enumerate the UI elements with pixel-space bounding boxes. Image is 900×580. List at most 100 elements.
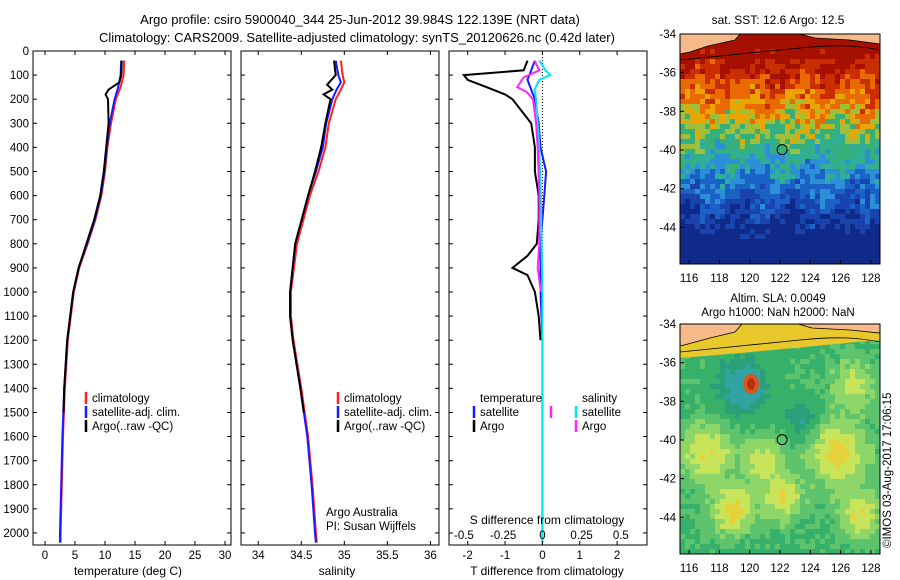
- sst-cell: [850, 129, 856, 135]
- sla-cell: [685, 534, 691, 540]
- sla-cell: [830, 524, 836, 530]
- sla-cell: [725, 404, 731, 410]
- sla-cell: [790, 384, 796, 390]
- sla-cell: [780, 439, 786, 445]
- sla-cell: [720, 544, 726, 550]
- sst-cell: [735, 89, 741, 95]
- sst-cell: [725, 209, 731, 215]
- sla-cell: [760, 474, 766, 480]
- sst-cell: [875, 199, 881, 205]
- sst-cell: [715, 184, 721, 190]
- depth-tick-label: 1400: [3, 383, 29, 395]
- sla-cell: [725, 524, 731, 530]
- sla-cell: [820, 469, 826, 475]
- sst-cell: [755, 104, 761, 110]
- sla-cell: [765, 499, 771, 505]
- sst-cell: [780, 104, 786, 110]
- sla-cell: [820, 474, 826, 480]
- sst-cell: [830, 209, 836, 215]
- sla-cell: [785, 509, 791, 515]
- sst-cell: [765, 49, 771, 55]
- sla-cell: [870, 339, 876, 345]
- sst-cell: [845, 189, 851, 195]
- sla-cell: [760, 439, 766, 445]
- sst-cell: [765, 199, 771, 205]
- sst-cell: [825, 89, 831, 95]
- sst-cell: [795, 169, 801, 175]
- sla-cell: [860, 474, 866, 480]
- sst-cell: [800, 144, 806, 150]
- sla-cell: [710, 479, 716, 485]
- sst-cell: [815, 239, 821, 245]
- sst-cell: [835, 144, 841, 150]
- sla-cell: [870, 529, 876, 535]
- sst-cell: [740, 99, 746, 105]
- sla-cell: [685, 404, 691, 410]
- sla-cell: [855, 544, 861, 550]
- sla-cell: [695, 429, 701, 435]
- sst-cell: [850, 159, 856, 165]
- sst-cell: [755, 34, 761, 40]
- sst-cell: [870, 134, 876, 140]
- sst-cell: [700, 64, 706, 70]
- sla-cell: [840, 549, 846, 555]
- sla-cell: [860, 414, 866, 420]
- sst-cell: [695, 244, 701, 250]
- sst-cell: [770, 119, 776, 125]
- sst-cell: [755, 209, 761, 215]
- sst-cell: [795, 94, 801, 100]
- sla-cell: [805, 344, 811, 350]
- sla-cell: [840, 399, 846, 405]
- sst-cell: [725, 64, 731, 70]
- sla-cell: [695, 469, 701, 475]
- sla-cell: [875, 499, 881, 505]
- sst-cell: [760, 69, 766, 75]
- sst-cell: [795, 174, 801, 180]
- sla-cell: [700, 474, 706, 480]
- sst-cell: [790, 89, 796, 95]
- sla-cell: [865, 369, 871, 375]
- sst-cell: [710, 44, 716, 50]
- sla-cell: [750, 359, 756, 365]
- legend-t-satellite: satellite: [480, 407, 519, 419]
- sst-cell: [780, 99, 786, 105]
- sst-cell: [775, 234, 781, 240]
- sst-cell: [810, 89, 816, 95]
- sst-cell: [860, 174, 866, 180]
- sla-cell: [835, 449, 841, 455]
- sla-cell: [795, 359, 801, 365]
- sla-cell: [690, 389, 696, 395]
- sla-cell: [740, 484, 746, 490]
- sst-cell: [700, 49, 706, 55]
- sla-cell: [775, 424, 781, 430]
- sla-cell: [875, 389, 881, 395]
- sst-cell: [765, 144, 771, 150]
- sst-cell: [705, 74, 711, 80]
- sla-cell: [795, 439, 801, 445]
- sla-cell: [685, 489, 691, 495]
- sla-cell: [710, 469, 716, 475]
- sst-cell: [750, 219, 756, 225]
- sla-cell: [835, 479, 841, 485]
- sst-cell: [835, 259, 841, 265]
- sst-cell: [860, 139, 866, 145]
- sla-cell: [795, 409, 801, 415]
- sst-cell: [745, 259, 751, 265]
- sst-cell: [710, 159, 716, 165]
- sla-cell: [710, 454, 716, 460]
- sla-cell: [680, 544, 686, 550]
- sst-cell: [725, 254, 731, 260]
- sst-cell: [845, 84, 851, 90]
- sst-cell: [760, 109, 766, 115]
- sst-cell: [765, 174, 771, 180]
- sla-cell: [870, 399, 876, 405]
- sst-cell: [755, 69, 761, 75]
- sst-cell: [840, 199, 846, 205]
- sla-cell: [860, 449, 866, 455]
- sst-cell: [760, 104, 766, 110]
- sst-cell: [760, 134, 766, 140]
- sla-cell: [820, 514, 826, 520]
- depth-tick-label: 300: [10, 118, 29, 130]
- figure-title-line1: Argo profile: csiro 5900040_344 25-Jun-2…: [140, 12, 580, 27]
- sst-cell: [875, 259, 881, 265]
